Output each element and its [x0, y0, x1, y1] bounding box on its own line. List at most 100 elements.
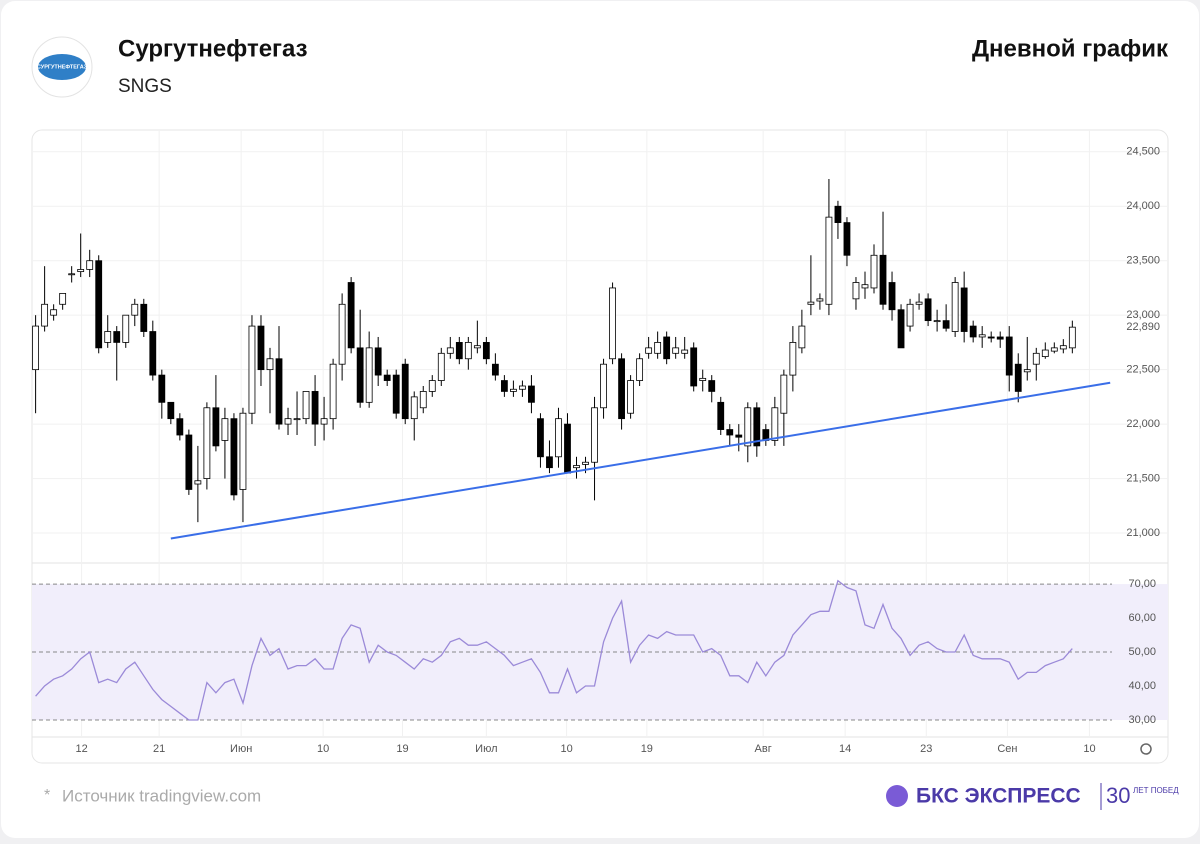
y-tick-label: 21,000 — [1126, 527, 1160, 539]
candle-body — [645, 347, 653, 354]
candle-body — [744, 407, 752, 447]
candle-body — [789, 342, 797, 376]
y-tick-label: 23,000 — [1126, 309, 1160, 321]
candle-body — [428, 380, 436, 392]
candle-body — [311, 391, 319, 425]
candle-body — [924, 298, 932, 322]
candle-body — [852, 282, 860, 300]
candle-body — [482, 342, 490, 360]
candle-body — [555, 418, 562, 458]
x-tick-label: Июл — [475, 743, 497, 755]
candle-body — [888, 282, 896, 311]
candle-body — [95, 260, 103, 349]
candle-body — [1005, 336, 1013, 376]
candle-body — [969, 325, 977, 338]
candle-body — [131, 303, 139, 316]
x-tick-label: 10 — [1083, 743, 1095, 755]
candle-body — [1068, 326, 1076, 349]
candle-body — [636, 358, 644, 381]
rsi-tick-label: 50,00 — [1128, 646, 1156, 658]
candle-body — [356, 347, 364, 403]
candle-body — [915, 301, 923, 305]
x-tick-label: 23 — [920, 743, 932, 755]
candle-body — [735, 434, 743, 438]
candle-body — [546, 456, 553, 469]
candle-body — [672, 347, 680, 354]
candle-body — [140, 303, 148, 332]
source: Источник tradingview.com — [62, 786, 261, 805]
trendline — [170, 381, 1111, 540]
candle-body — [383, 374, 391, 381]
x-tick-label: 12 — [75, 743, 87, 755]
candle-body — [32, 325, 40, 371]
y-tick-label: 24,500 — [1126, 146, 1160, 158]
candle-body — [978, 334, 986, 338]
candle-body — [113, 331, 121, 343]
logo-text: СУРГУТНЕФТЕГАЗ — [37, 64, 88, 70]
candle-body — [825, 216, 833, 305]
candle-body — [654, 342, 662, 354]
candle-body — [122, 314, 130, 343]
candle-body — [77, 269, 85, 273]
ticker: SNGS — [118, 76, 172, 97]
candle-body — [690, 347, 698, 387]
candle-body — [528, 385, 535, 403]
y-tick-label: 23,500 — [1126, 255, 1160, 267]
candle-body — [618, 358, 625, 420]
candle-body — [437, 352, 445, 381]
candle-body — [68, 273, 76, 276]
x-tick-label: Авг — [755, 743, 772, 755]
x-tick-label: 19 — [641, 743, 653, 755]
candle-body — [879, 254, 887, 305]
candle-body — [1050, 347, 1058, 352]
candle-body — [726, 429, 734, 436]
candle-body — [59, 292, 67, 305]
candle-body — [446, 347, 454, 354]
candle-body — [1041, 349, 1049, 357]
candle-body — [573, 465, 580, 469]
candle-body — [564, 423, 571, 474]
candle-body — [392, 374, 400, 414]
brand-logo — [886, 785, 908, 807]
candle-body — [951, 282, 959, 332]
candle-body — [257, 325, 265, 371]
chart-kind: Дневной график — [972, 35, 1169, 62]
candle-body — [320, 418, 328, 425]
candle-body — [410, 396, 418, 420]
candle-body — [230, 418, 238, 496]
x-tick-label: 21 — [153, 743, 165, 755]
candle-body — [275, 358, 283, 425]
x-tick-label: Июн — [230, 743, 252, 755]
candle-body — [266, 358, 274, 371]
candle-body — [996, 336, 1004, 340]
years: 30 — [1106, 783, 1130, 808]
candle-body — [149, 331, 157, 376]
rsi-tick-label: 70,00 — [1128, 578, 1156, 590]
last-price-label: 22,890 — [1126, 321, 1160, 333]
x-tick-label: 19 — [396, 743, 408, 755]
settings-icon[interactable] — [1140, 743, 1152, 755]
candle-body — [158, 374, 166, 403]
candle-body — [347, 282, 355, 349]
candle-body — [933, 320, 941, 323]
candle-body — [491, 363, 499, 376]
candle-body — [212, 407, 220, 447]
candle-body — [870, 254, 878, 289]
candle-body — [537, 418, 544, 458]
candle-body — [753, 407, 761, 447]
candle-body — [519, 385, 526, 390]
candle-body — [780, 374, 788, 414]
candle-body — [185, 434, 193, 490]
candle-body — [464, 342, 472, 360]
candle-body — [167, 401, 175, 420]
rsi-tick-label: 60,00 — [1128, 612, 1156, 624]
candle-body — [708, 380, 716, 392]
candle-body — [771, 407, 779, 441]
candle-body — [338, 303, 346, 365]
asterisk: * — [44, 787, 50, 804]
candle-body — [419, 391, 427, 409]
candle-body — [365, 347, 373, 403]
candle-body — [834, 205, 842, 223]
candle-body — [473, 345, 481, 349]
candle-body — [816, 298, 824, 302]
